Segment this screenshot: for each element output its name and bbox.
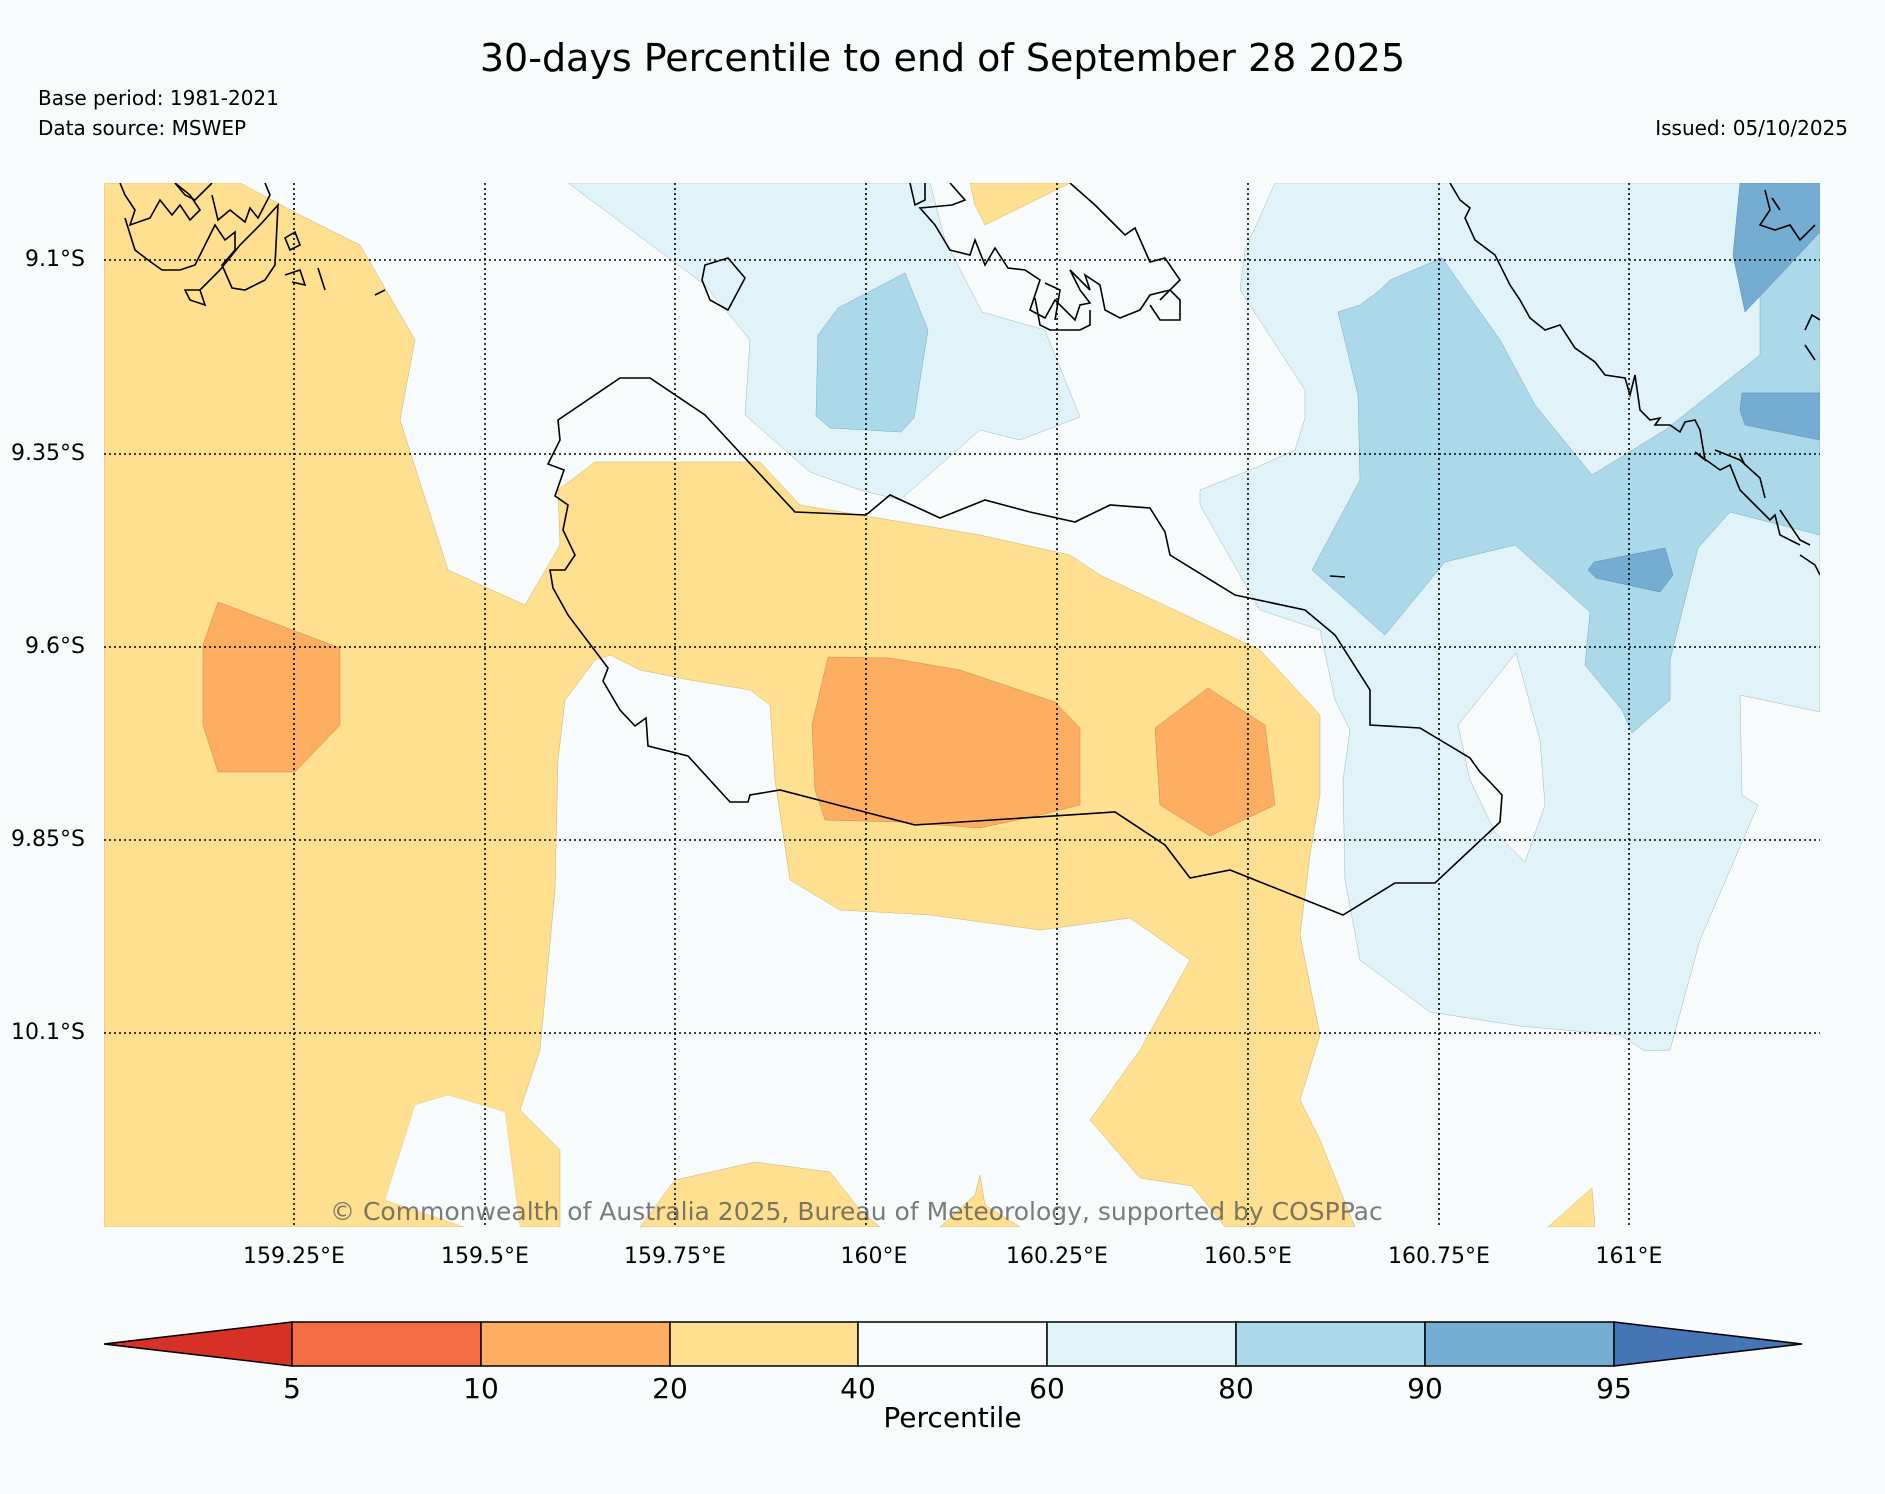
- lon-label-159-25: 159.25°E: [243, 1244, 345, 1269]
- lat-label-9-1: 9.1°S: [25, 247, 85, 272]
- chart-title: 30-days Percentile to end of September 2…: [479, 36, 1406, 80]
- region-80-90-east: [1311, 183, 1820, 734]
- region-20-40-north: [969, 183, 1071, 226]
- lon-label-160: 160°E: [840, 1244, 908, 1269]
- base-period-text: Base period: 1981-2021: [38, 86, 279, 110]
- region-20-40-south: [385, 1095, 520, 1227]
- region-90-95-northeast: [1732, 183, 1820, 313]
- region-20-40-west: [104, 183, 1356, 1227]
- lon-label-160-5: 160.5°E: [1204, 1244, 1292, 1269]
- colorbar-label: Percentile: [883, 1401, 1022, 1434]
- region-40-60-hole: [1457, 652, 1546, 863]
- region-20-40-corner: [1547, 1187, 1596, 1227]
- colorbar-tick-20: 20: [652, 1372, 688, 1405]
- region-10-20-west: [202, 601, 341, 773]
- region-80-90-north: [815, 272, 929, 433]
- colorbar-tick-60: 60: [1029, 1372, 1065, 1405]
- region-60-80-east: [1199, 183, 1820, 1052]
- issued-date-text: Issued: 05/10/2025: [1655, 116, 1848, 140]
- lon-label-159-5: 159.5°E: [441, 1244, 529, 1269]
- region-10-20-central: [811, 656, 1081, 829]
- map-area: [104, 183, 1820, 1227]
- colorbar-tick-5: 5: [283, 1372, 301, 1405]
- graticule: [104, 183, 1820, 1227]
- colorbar-tick-80: 80: [1218, 1372, 1254, 1405]
- lat-label-9-35: 9.35°S: [11, 441, 85, 466]
- copyright-watermark: © Commonwealth of Australia 2025, Bureau…: [330, 1197, 1383, 1226]
- region-90-95-east-strip: [1739, 392, 1820, 441]
- colorbar-tick-95: 95: [1596, 1372, 1632, 1405]
- coastlines: [119, 183, 1820, 916]
- region-10-20-east: [1154, 687, 1276, 837]
- region-90-95-spot: [1587, 547, 1674, 593]
- lon-label-160-25: 160.25°E: [1006, 1244, 1108, 1269]
- data-source-text: Data source: MSWEP: [38, 116, 247, 140]
- region-20-40-southeast: [939, 1174, 1021, 1227]
- colorbar-tick-10: 10: [463, 1372, 499, 1405]
- lat-label-10-1: 10.1°S: [11, 1020, 85, 1045]
- lon-label-160-75: 160.75°E: [1388, 1244, 1490, 1269]
- lat-label-9-85: 9.85°S: [11, 827, 85, 852]
- lat-label-9-6: 9.6°S: [25, 634, 85, 659]
- colorbar-tick-90: 90: [1407, 1372, 1443, 1405]
- lon-label-159-75: 159.75°E: [624, 1244, 726, 1269]
- colorbar-tick-40: 40: [840, 1372, 876, 1405]
- lon-label-161: 161°E: [1595, 1244, 1663, 1269]
